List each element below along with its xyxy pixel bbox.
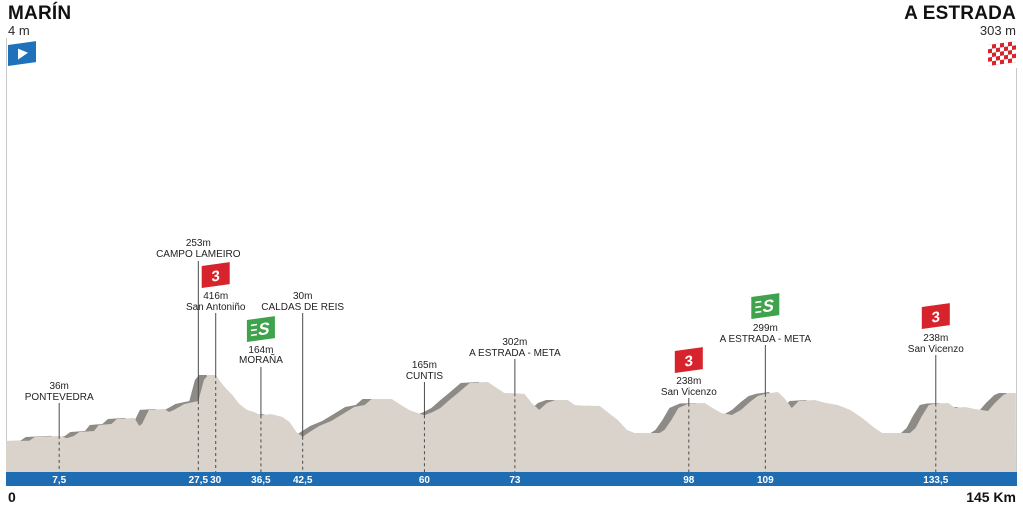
checker-square: [988, 61, 992, 66]
km-tick-label: 7,5: [52, 475, 66, 486]
climb-category-label: 3: [685, 353, 693, 371]
km-tick-label: 60: [419, 475, 431, 486]
km-tick-label: 27,5: [189, 475, 209, 486]
distance-start-label: 0: [8, 489, 16, 505]
marker-name-label: MORAÑA: [239, 353, 283, 366]
climb-category-label: 3: [212, 268, 220, 286]
checker-square: [988, 52, 992, 58]
climb-flag-icon: 3: [201, 262, 230, 288]
marker-elevation-label: 253m: [186, 238, 211, 249]
marker-name-label: PONTEVEDRA: [25, 392, 94, 403]
marker-elevation-label: 416m: [203, 291, 228, 302]
sprint-flag-icon: S: [751, 293, 780, 319]
checker-square: [1012, 57, 1016, 63]
marker-elevation-label: 165m: [412, 360, 437, 371]
checker-square: [1004, 58, 1008, 64]
speed-line: [755, 310, 762, 314]
marker-elevation-label: 299m: [753, 323, 778, 334]
flag-body: [674, 347, 703, 373]
marker-name-label: CUNTIS: [406, 371, 444, 382]
speed-line: [250, 323, 257, 327]
checker-square: [992, 56, 996, 62]
sprint-flag-icon: S: [246, 316, 275, 342]
checker-square: [1000, 46, 1004, 52]
distance-bar: [6, 472, 1017, 486]
marker-name-label: San Vicenzo: [661, 387, 717, 398]
speed-line: [755, 305, 762, 309]
climb-flag-icon: 3: [921, 303, 950, 329]
marker-name-label: A ESTRADA - META: [720, 334, 812, 345]
profile-layer: [6, 375, 1016, 472]
checker-square: [996, 60, 1000, 65]
marker-name-label: CAMPO LAMEIRO: [156, 249, 241, 260]
speed-line: [250, 333, 257, 337]
marker-elevation-label: 30m: [293, 291, 312, 302]
checker-square: [988, 44, 992, 50]
start-town-name: MARÍN: [8, 3, 72, 24]
finish-elevation: 303 m: [979, 23, 1016, 38]
checker-square: [1004, 42, 1008, 47]
km-tick-label: 109: [757, 475, 774, 486]
marker-name-label: San Vicenzo: [908, 344, 964, 355]
checker-square: [1012, 49, 1016, 55]
km-tick-label: 36,5: [251, 475, 271, 486]
flag-body: [201, 262, 230, 288]
km-tick-label: 42,5: [293, 475, 313, 486]
marker-elevation-label: 238m: [676, 376, 701, 387]
marker-name-label: CALDAS DE REIS: [261, 302, 344, 313]
checker-square: [1012, 41, 1016, 46]
climb-category-label: 3: [932, 309, 940, 327]
sprint-symbol: S: [258, 319, 270, 340]
start-flag-icon: [8, 41, 36, 66]
start-elevation: 4 m: [8, 23, 30, 38]
km-tick-label: 98: [683, 475, 695, 486]
marker-name-label: San Antoniño: [186, 302, 246, 313]
km-tick-label: 133,5: [923, 475, 948, 486]
play-triangle-icon: [18, 48, 28, 60]
marker-elevation-label: 302m: [502, 337, 527, 348]
speed-line: [250, 328, 257, 332]
km-ticks-layer: 7,5 27,5 30 36,5 42,5 60 73 98 109 133,5: [52, 475, 949, 486]
speed-line: [755, 300, 762, 304]
climb-flag-icon: 3: [674, 347, 703, 373]
checker-square: [1004, 50, 1008, 56]
marker-name-label: A ESTRADA - META: [469, 348, 561, 359]
checker-square: [996, 51, 1000, 57]
checker-square: [992, 48, 996, 53]
sprint-symbol: S: [763, 296, 775, 317]
checker-square: [1008, 45, 1012, 51]
km-tick-label: 73: [509, 475, 521, 486]
flag-body: [921, 303, 950, 329]
checker-square: [1000, 55, 1004, 61]
marker-elevation-label: 36m: [49, 381, 68, 392]
distance-end-label: 145 Km: [966, 489, 1016, 505]
checker-square: [996, 43, 1000, 49]
finish-town-name: A ESTRADA: [904, 3, 1016, 24]
marker-elevation-label: 238m: [923, 333, 948, 344]
km-tick-label: 30: [210, 475, 222, 486]
finish-flag-icon: [988, 41, 1016, 66]
marker-elevation-label: 164m: [248, 345, 273, 356]
profile-area: [6, 375, 1016, 472]
checker-square: [1008, 54, 1012, 59]
finish-flag-body: [988, 41, 1016, 66]
